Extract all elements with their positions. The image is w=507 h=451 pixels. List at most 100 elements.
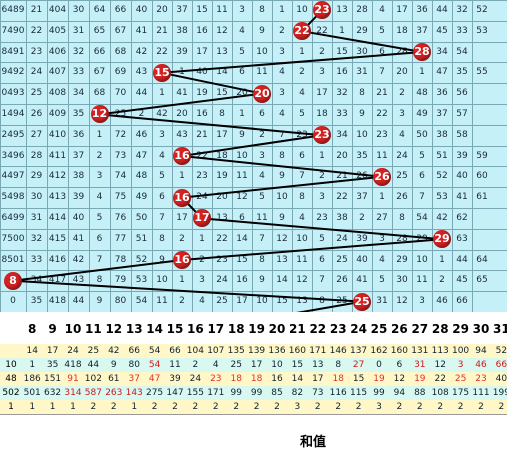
grid-cell: 34: [336, 129, 348, 140]
trend-segment: [99, 113, 323, 137]
grid-cell: 8: [399, 213, 405, 223]
grid-cell: 22: [376, 109, 388, 119]
grid-cell: 411: [48, 150, 67, 161]
grid-cell: 24: [336, 233, 348, 244]
stats-cell: 88: [409, 386, 431, 401]
grid-cell: 1: [299, 46, 305, 57]
grid-vline: [47, 0, 48, 312]
stats-cell: 42: [103, 344, 125, 359]
grid-hline: [0, 208, 507, 209]
drawn-number-ball: 29: [433, 230, 451, 249]
grid-cell: 23: [376, 129, 388, 140]
number-column-header: 8: [22, 320, 44, 338]
grid-cell: 6: [379, 46, 385, 57]
grid-cell: 3: [319, 67, 325, 78]
grid-cell: 10: [416, 254, 428, 265]
stats-cell: 2: [389, 400, 411, 415]
grid-cell: 8: [359, 88, 365, 99]
stats-cell: 116: [328, 386, 350, 401]
trend-segment: [181, 175, 383, 199]
stats-cell: 1: [22, 400, 44, 415]
stats-cell: 2: [103, 400, 125, 415]
grid-cell: 4: [159, 150, 165, 161]
grid-cell: 44: [72, 296, 85, 307]
grid-cell: 14: [236, 233, 248, 244]
grid-cell: 44: [436, 5, 448, 15]
grid-cell: 3: [159, 129, 165, 140]
grid-cell: 10: [276, 192, 288, 203]
stats-cell: 91: [62, 372, 85, 387]
grid-vline: [212, 0, 213, 312]
stats-cell: 100: [450, 344, 472, 359]
grid-hline: [0, 41, 507, 43]
stats-cell: 275: [144, 386, 166, 401]
drawn-number-ball: 23: [313, 126, 331, 145]
grid-cell: 65: [476, 275, 488, 286]
grid-cell: 10: [256, 296, 268, 307]
grid-cell: 23: [296, 129, 308, 140]
grid-cell: 16: [196, 25, 208, 36]
stats-cell: 155: [185, 386, 207, 401]
stats-cell: 632: [42, 386, 64, 401]
drawn-number-ball: 16: [173, 251, 191, 269]
grid-cell: 19: [216, 171, 228, 182]
grid-cell: 415: [48, 233, 67, 244]
grid-cell: 24: [196, 192, 208, 203]
grid-cell: 8: [279, 150, 285, 161]
grid-cell: 32: [72, 46, 85, 57]
number-column-header: 10: [62, 320, 85, 338]
grid-cell: 4: [239, 25, 245, 36]
number-column-header: 12: [103, 320, 125, 338]
grid-cell: 2: [299, 67, 305, 78]
stats-row-label: 10: [0, 358, 23, 373]
grid-cell: 27: [30, 129, 43, 140]
stats-cell: 147: [164, 386, 187, 401]
grid-cell: 11: [216, 5, 228, 15]
grid-cell: 21: [156, 25, 168, 36]
grid-vline: [252, 0, 253, 312]
grid-cell: 1494: [1, 109, 25, 119]
stats-cell: 31: [409, 358, 431, 373]
grid-cell: 2: [179, 296, 185, 307]
stats-cell: 2: [307, 400, 329, 415]
grid-vline: [452, 0, 453, 312]
grid-cell: 4: [259, 171, 265, 182]
grid-cell: 2: [138, 109, 145, 119]
grid-cell: 20: [236, 88, 248, 99]
grid-vline: [332, 0, 333, 312]
grid-cell: 24: [396, 150, 408, 161]
grid-cell: 5: [319, 233, 325, 244]
grid-cell: 3: [279, 88, 285, 99]
grid-cell: 28: [396, 233, 408, 244]
grid-cell: 14: [276, 275, 288, 286]
grid-cell: 36: [416, 5, 428, 15]
grid-cell: 35: [456, 67, 468, 78]
grid-cell: 1: [439, 254, 445, 265]
grid-cell: 31: [356, 67, 368, 78]
grid-cell: 4: [96, 192, 103, 203]
grid-cell: 23: [216, 254, 228, 265]
stats-cell: 2: [348, 400, 370, 415]
grid-cell: 58: [456, 129, 468, 140]
grid-hline: [0, 124, 507, 126]
stats-cell: 1: [22, 358, 44, 373]
grid-cell: 39: [176, 46, 188, 57]
stats-cell: 99: [368, 386, 391, 401]
grid-cell: 9: [159, 254, 165, 265]
grid-cell: 7: [379, 67, 385, 78]
grid-cell: 49: [416, 109, 428, 119]
grid-cell: 1: [419, 67, 425, 78]
grid-cell: 2: [319, 171, 325, 182]
stats-cell: 27: [348, 358, 370, 373]
grid-cell: 1: [179, 67, 185, 78]
grid-cell: 31: [72, 25, 85, 36]
stats-cell: 99: [226, 386, 248, 401]
stats-cell: 501: [22, 386, 44, 401]
grid-cell: 77: [114, 233, 127, 244]
trend-segment: [201, 217, 443, 241]
stats-cell: 25: [226, 358, 248, 373]
drawn-number-ball: 8: [4, 271, 22, 290]
grid-cell: 26: [396, 192, 408, 203]
grid-cell: 10: [236, 150, 248, 161]
stats-cell: 73: [307, 386, 329, 401]
